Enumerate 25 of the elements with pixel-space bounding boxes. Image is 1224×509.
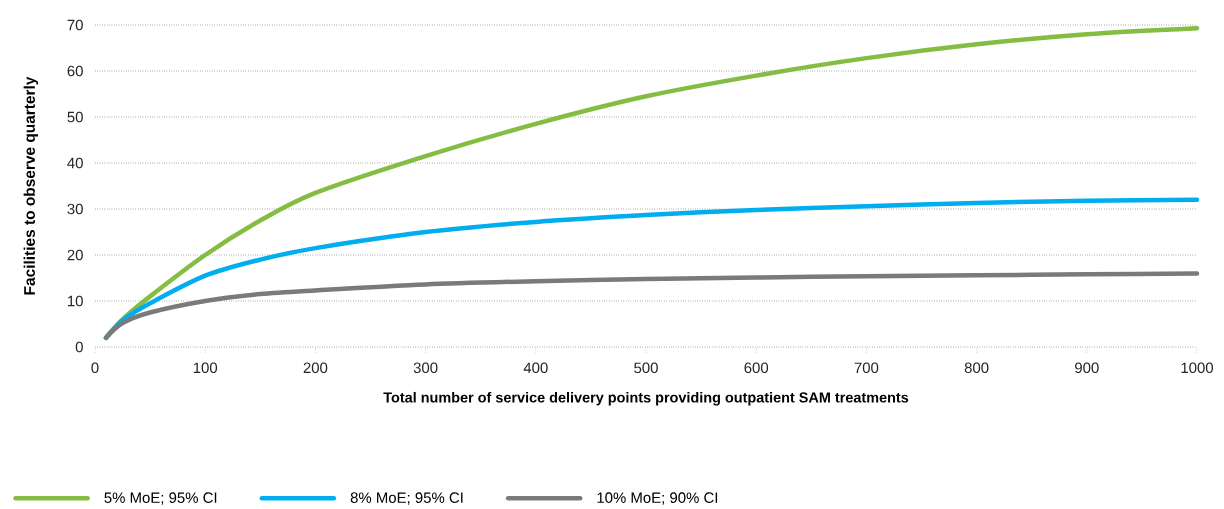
x-tick-label: 400 (523, 362, 548, 374)
y-tick-label: 70 (67, 19, 83, 31)
x-tick-label: 100 (193, 362, 218, 374)
y-tick-label: 60 (67, 65, 83, 77)
y-tick-label: 40 (67, 157, 83, 169)
x-axis-title: Total number of service delivery points providing outpatient SAM treatments (383, 391, 909, 406)
legend-label: 10% MoE; 90% CI (597, 492, 718, 505)
y-tick-label: 10 (68, 295, 83, 307)
x-tick-label: 900 (1075, 362, 1099, 374)
y-tick-label: 0 (75, 341, 83, 353)
y-tick-label: 50 (67, 111, 83, 123)
line-series (103, 271, 1200, 341)
x-tick-label: 0 (91, 362, 99, 374)
x-tick-label: 800 (964, 362, 989, 374)
x-tick-label: 600 (744, 362, 769, 374)
y-tick-label: 30 (67, 203, 83, 215)
legend-label: 8% MoE; 95% CI (350, 492, 463, 505)
x-tick-label: 200 (303, 362, 328, 374)
x-tick-label: 300 (413, 362, 438, 374)
y-tick-label: 20 (67, 249, 83, 261)
y-axis-title: Facilities to observe quarterly (23, 76, 39, 295)
legend-label: 5% MoE; 95% CI (104, 492, 217, 505)
x-tick-label: 700 (854, 362, 879, 374)
x-tick-label: 1000 (1181, 362, 1214, 374)
x-tick-label: 500 (634, 362, 658, 374)
